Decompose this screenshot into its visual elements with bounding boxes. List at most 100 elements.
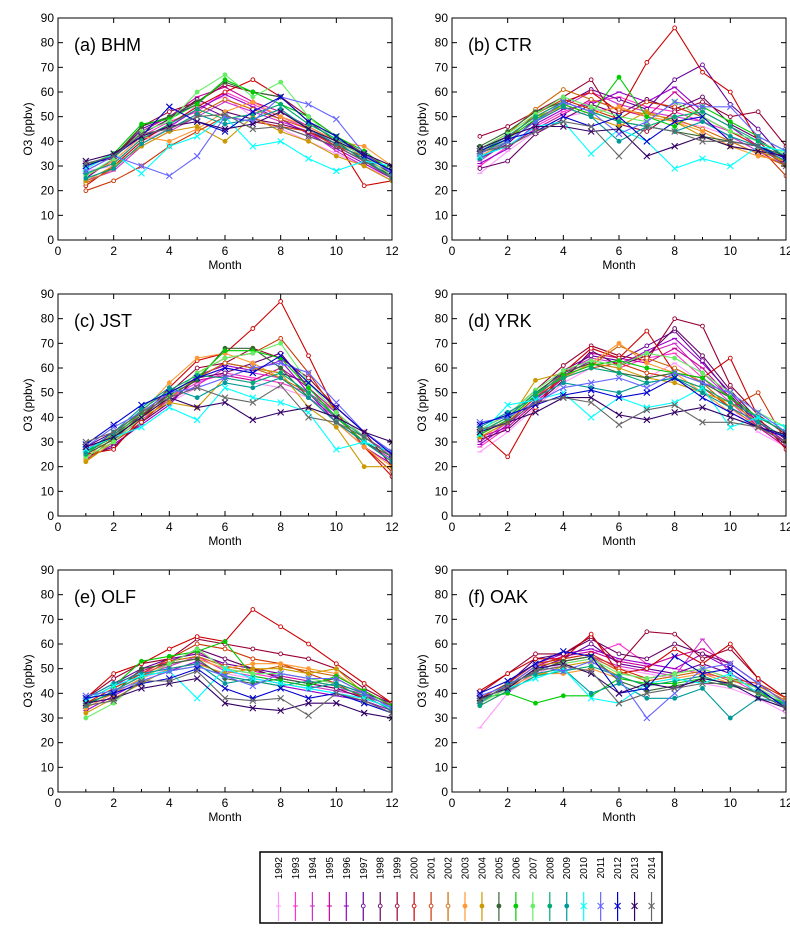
y-tick-label: 20 [435,736,449,750]
data-point [532,123,539,130]
data-point [644,360,650,366]
y-tick-label: 70 [41,60,55,74]
x-tick-label: 10 [330,520,344,534]
data-point [615,699,623,707]
series-line-2013 [85,396,392,448]
data-point [222,89,228,95]
data-point [671,128,679,135]
data-point [560,104,566,110]
x-tick-label: 10 [330,244,344,258]
data-point [559,98,567,106]
data-point [360,157,368,165]
data-point [643,384,651,392]
legend-entry-1998: 1998 [376,857,387,921]
data-point [165,677,173,685]
data-point [615,130,623,138]
data-point [754,147,762,155]
data-point [193,374,201,382]
y-tick-label: 20 [435,460,449,474]
series-line-2009 [479,377,786,438]
series-line-2014 [479,665,786,709]
series-line-2014 [85,384,392,458]
data-point [278,114,284,120]
legend-entry-2013: 2013 [630,857,641,921]
data-point [139,666,144,672]
data-point [699,404,706,411]
y-tick-label: 80 [41,36,55,50]
data-point [644,370,650,376]
series-group [82,607,392,722]
data-point [250,380,256,386]
legend-marker [547,903,553,909]
data-point [559,118,567,125]
legend-marker [597,902,605,910]
data-point [277,694,285,702]
data-point [533,656,538,662]
data-point [110,694,118,702]
x-tick-label: 10 [724,244,738,258]
data-point [782,147,786,155]
series-line-2010 [479,386,786,435]
x-tick-label: 10 [724,796,738,810]
y-tick-label: 40 [435,686,449,700]
data-point [165,394,173,401]
data-point [249,125,257,133]
y-axis-label: O3 (ppbv) [415,378,429,431]
data-point [277,359,285,367]
data-point [505,427,511,433]
x-axis-label: Month [208,810,241,824]
series-line-2010 [479,668,786,709]
data-point [332,142,340,150]
data-point [222,370,228,376]
data-point [644,328,650,334]
data-point [249,416,257,424]
data-point [332,413,340,421]
data-point [193,152,201,160]
data-point [83,459,89,465]
data-point [699,394,706,401]
data-point [643,118,651,125]
series-line-2001 [85,643,392,709]
data-point [616,370,622,376]
data-point [505,158,511,164]
data-point [82,167,90,175]
series-line-2011 [85,665,392,709]
legend-entry-1993: 1993 [291,857,302,921]
data-point [588,345,594,351]
series-group [476,25,786,179]
data-point [305,100,312,108]
data-point [726,660,734,668]
data-point [305,369,312,377]
data-point [193,665,201,673]
y-tick-label: 10 [435,208,449,222]
data-point [755,126,761,132]
data-point [533,390,538,396]
series-line-2008 [85,372,392,458]
y-tick-label: 90 [435,287,449,301]
data-point [532,409,539,416]
x-tick-label: 2 [110,520,117,534]
x-tick-label: 6 [616,520,623,534]
data-point [221,699,229,707]
panel-label: (e) OLF [74,587,136,607]
legend-year-label: 2000 [410,857,421,880]
y-tick-label: 70 [41,612,55,626]
data-point [333,409,339,415]
data-point [476,152,484,160]
series-line-2010 [85,387,392,453]
data-point [278,340,284,346]
y-tick-label: 30 [41,435,55,449]
data-point [616,363,622,368]
y-tick-label: 70 [435,60,449,74]
y-tick-label: 60 [435,637,449,651]
data-point [700,109,705,115]
data-point [615,152,623,160]
data-point [82,702,90,710]
data-point [587,108,595,116]
data-point [615,394,623,401]
series-line-2006 [85,640,392,707]
y-tick-label: 50 [41,386,55,400]
legend-entry-2009: 2009 [562,857,573,921]
y-tick-label: 10 [41,760,55,774]
data-point [360,709,368,717]
